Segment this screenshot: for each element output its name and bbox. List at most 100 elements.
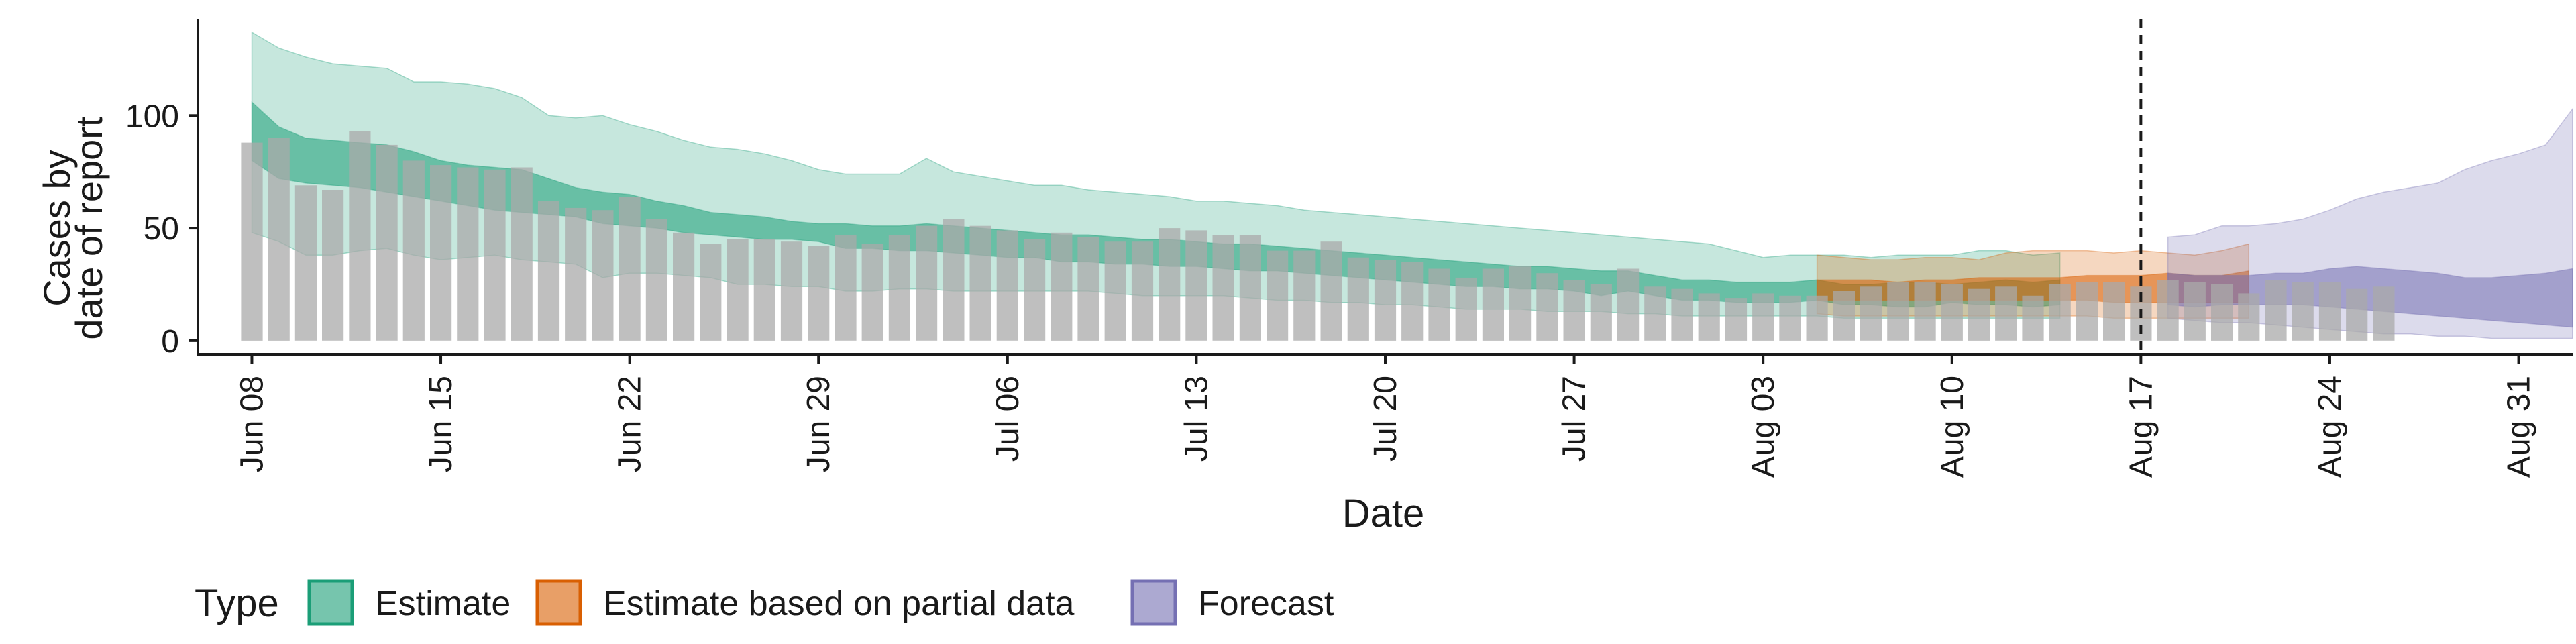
reported-case-bar [673, 232, 695, 341]
reported-case-bar [943, 219, 965, 341]
legend-label-estimate: Estimate [375, 584, 511, 623]
reported-case-bar [1995, 286, 2017, 341]
legend-swatch-forecast [1130, 579, 1177, 626]
reported-case-bar [1671, 288, 1693, 341]
reported-case-bar [2184, 282, 2206, 341]
x-tick-label: Aug 17 [2123, 376, 2159, 478]
y-axis-title-line-2: date of report [68, 116, 110, 340]
reported-case-bar [1860, 286, 1882, 341]
reported-case-bar [619, 197, 641, 341]
legend-swatch-estimate-based-on-partial-data [535, 579, 582, 626]
reported-case-bar [1779, 295, 1801, 341]
reported-case-bar [1159, 228, 1181, 341]
x-tick-label: Aug 10 [1935, 376, 1970, 478]
reported-case-bar [2076, 282, 2098, 341]
reported-case-bar [996, 230, 1018, 341]
reported-case-bar [753, 239, 775, 341]
reported-case-bar [1455, 277, 1477, 341]
reported-case-bar [2211, 284, 2233, 341]
reported-case-bar [1185, 230, 1208, 341]
reported-case-bar [2103, 282, 2125, 341]
reported-case-bar [2265, 280, 2287, 341]
reported-case-bar [1104, 241, 1126, 341]
reported-case-bar [1968, 288, 1990, 341]
legend-title: Type [195, 582, 279, 625]
reported-case-bar [1212, 235, 1234, 341]
reported-case-bar [537, 201, 560, 341]
x-tick-label: Jul 13 [1179, 376, 1214, 462]
reported-case-bar [2238, 293, 2260, 341]
x-tick-label: Jul 27 [1557, 376, 1593, 462]
reported-case-bar [322, 190, 344, 341]
reported-case-bar [376, 144, 398, 341]
reported-case-bar [1051, 232, 1073, 341]
reported-case-bar [241, 142, 263, 341]
reported-case-bar [1482, 268, 1504, 341]
y-tick-label: 50 [144, 211, 179, 247]
reported-case-bar [2373, 286, 2395, 341]
reported-case-bar [1428, 268, 1450, 341]
x-tick-label: Jun 15 [423, 376, 459, 472]
reported-case-bar [916, 225, 938, 341]
reported-case-bar [2022, 295, 2044, 341]
reported-case-bar [1617, 268, 1640, 341]
reported-case-bar [2292, 282, 2314, 341]
reported-case-bar [1509, 266, 1532, 341]
x-tick-label: Jun 29 [801, 376, 837, 472]
reported-case-bar [1320, 241, 1342, 341]
reported-case-bar [808, 246, 830, 341]
reported-case-bar [1725, 298, 1748, 341]
reported-case-bar [1806, 295, 1828, 341]
reported-case-bar [1267, 250, 1289, 341]
reported-case-bar [349, 131, 371, 341]
reported-case-bar [969, 225, 991, 341]
x-tick-label: Jun 08 [234, 376, 270, 472]
legend-swatch-estimate [307, 579, 354, 626]
legend-label-estimate-based-on-partial-data: Estimate based on partial data [603, 584, 1075, 623]
y-axis-title-line-1: Cases by [36, 150, 78, 306]
reported-case-bar [430, 165, 452, 341]
reported-case-bar [1752, 293, 1774, 341]
reported-case-bar [2049, 284, 2071, 341]
y-tick-label: 0 [161, 324, 179, 360]
x-tick-label: Jul 06 [990, 376, 1026, 462]
reported-case-bar [1536, 273, 1558, 341]
reported-case-bar [1833, 291, 1855, 341]
reported-case-bar [1347, 257, 1369, 341]
reported-case-bar [2157, 280, 2179, 341]
reported-case-bar [1887, 282, 1909, 341]
reported-case-bar [861, 244, 883, 341]
reported-case-bar [835, 235, 857, 341]
reported-case-bar [1914, 282, 1936, 341]
reported-case-bar [1590, 284, 1612, 341]
reported-case-bar [294, 185, 317, 341]
reported-case-bar [2318, 282, 2341, 341]
reported-case-bar [1401, 262, 1424, 341]
y-tick-label: 100 [125, 99, 179, 134]
reported-case-bar [511, 167, 533, 341]
reported-case-bar [1024, 239, 1046, 341]
x-tick-label: Jun 22 [612, 376, 648, 472]
x-tick-label: Aug 03 [1746, 376, 1781, 478]
reported-case-bar [565, 207, 587, 341]
reported-case-bar [1239, 235, 1261, 341]
reported-case-bar [592, 210, 614, 341]
reported-case-bar [2346, 288, 2368, 341]
reported-case-bar [1131, 241, 1154, 341]
reported-case-bars [241, 131, 2395, 341]
reported-case-bar [268, 138, 290, 341]
legend: Type Estimate Estimate based on partial d… [195, 579, 1334, 626]
reported-case-bar [457, 167, 479, 341]
x-tick-label: Aug 24 [2312, 376, 2348, 478]
reported-case-bar [645, 219, 667, 341]
reported-case-bar [1374, 260, 1397, 341]
reported-case-bar [700, 244, 722, 341]
reported-case-bar [1941, 284, 1963, 341]
x-tick-label: Aug 31 [2502, 376, 2537, 478]
reported-case-bar [484, 169, 506, 341]
x-tick-label: Jul 20 [1368, 376, 1403, 462]
x-axis-title: Date [1342, 492, 1425, 535]
reported-case-bar [1644, 286, 1666, 341]
axes: 0 50 100 Jun 08 Jun 15 Jun 22 Jun 29 Jul 06 Jul … [125, 19, 2573, 478]
